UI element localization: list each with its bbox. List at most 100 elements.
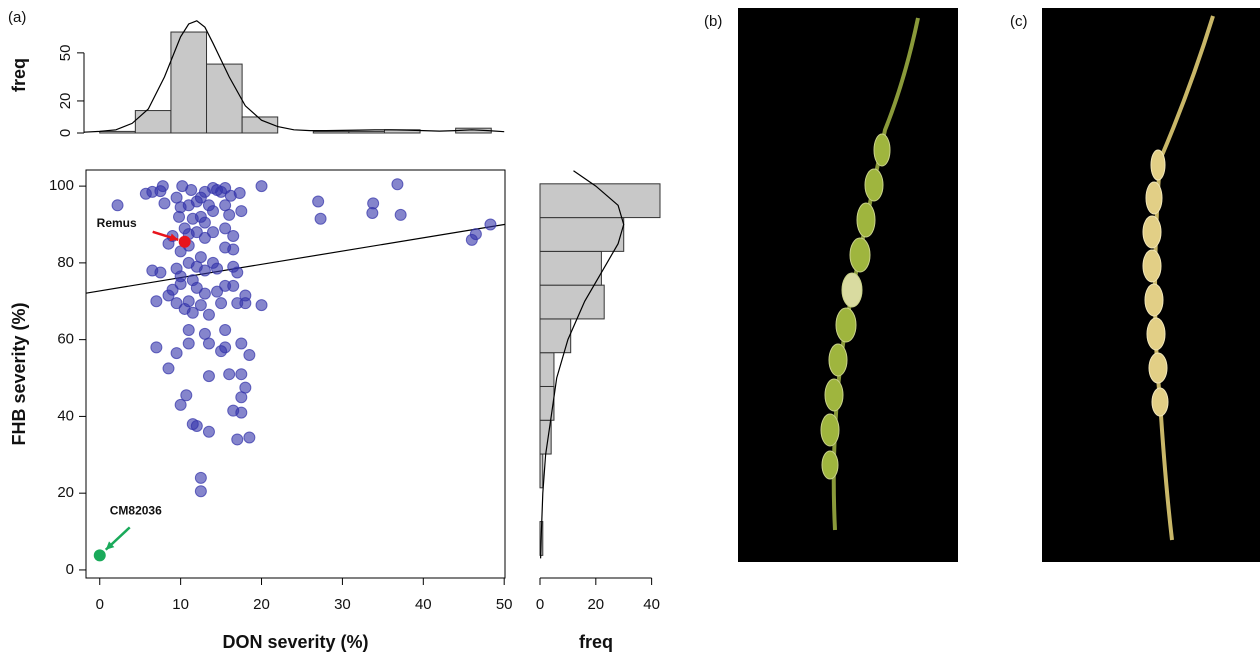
arrow-head — [169, 233, 179, 242]
photo-b — [738, 8, 958, 562]
y-tick-label: 0 — [57, 129, 74, 137]
point — [469, 228, 482, 241]
point — [235, 391, 248, 404]
point — [150, 341, 163, 354]
point — [190, 226, 203, 239]
point — [367, 197, 380, 210]
point — [202, 337, 215, 350]
fit-line — [85, 223, 506, 294]
x-tick-label: 0 — [96, 596, 104, 613]
hist-bar — [206, 63, 243, 134]
point — [162, 362, 175, 375]
point — [154, 266, 167, 279]
point — [227, 230, 240, 243]
point — [182, 337, 195, 350]
hist-bar — [99, 130, 136, 134]
point — [235, 337, 248, 350]
point — [227, 243, 240, 256]
x-tick-label: 0 — [536, 596, 544, 613]
point — [150, 295, 163, 308]
point — [215, 345, 228, 358]
annotation-label: Remus — [97, 216, 137, 230]
point — [185, 183, 198, 196]
point — [194, 299, 207, 312]
x-tick-label: 40 — [415, 596, 432, 613]
point — [170, 297, 183, 310]
point — [202, 308, 215, 321]
point — [194, 471, 207, 484]
y-tick-label: 50 — [57, 45, 74, 62]
x-tick-label: 10 — [172, 596, 189, 613]
point — [235, 368, 248, 381]
highlight-point — [93, 549, 106, 562]
point — [111, 199, 124, 212]
point — [162, 289, 175, 302]
point — [243, 431, 256, 444]
point — [180, 389, 193, 402]
y-tick-label: 80 — [57, 254, 74, 271]
point — [312, 195, 325, 208]
point — [215, 297, 228, 310]
hist-bar — [539, 183, 661, 219]
point — [394, 208, 407, 221]
point — [223, 368, 236, 381]
point — [484, 218, 497, 231]
point — [243, 349, 256, 362]
x-axis-label: DON severity (%) — [222, 632, 368, 652]
point — [182, 295, 195, 308]
point — [223, 208, 236, 221]
point — [190, 195, 203, 208]
point — [198, 216, 211, 229]
point — [255, 180, 268, 193]
x-tick-label: 20 — [253, 596, 270, 613]
y-axis-label: FHB severity (%) — [9, 302, 29, 445]
point — [190, 420, 203, 433]
density-curve — [540, 170, 625, 559]
point — [391, 178, 404, 191]
plot-frame — [85, 169, 506, 579]
panel-label: (c) — [1010, 13, 1028, 30]
point — [211, 262, 224, 275]
point — [174, 398, 187, 411]
point — [202, 370, 215, 383]
hist-bar — [241, 116, 279, 134]
point — [173, 210, 186, 223]
point — [198, 287, 211, 300]
point — [219, 222, 232, 235]
annotation-label: CM82036 — [110, 504, 162, 518]
y-tick-label: 40 — [57, 407, 74, 424]
x-tick-label: 50 — [496, 596, 513, 613]
arrow-head — [105, 541, 115, 550]
y-tick-label: 20 — [57, 93, 74, 110]
hist-bar — [539, 284, 605, 320]
y-tick-label: 100 — [49, 177, 74, 194]
density-curve — [83, 20, 505, 133]
point — [233, 187, 246, 200]
x-tick-label: 30 — [334, 596, 351, 613]
point — [239, 297, 252, 310]
point — [202, 425, 215, 438]
y-tick-label: 20 — [57, 484, 74, 501]
point — [219, 324, 232, 337]
point — [206, 226, 219, 239]
point — [235, 406, 248, 419]
point — [198, 264, 211, 277]
point — [235, 205, 248, 218]
point — [162, 237, 175, 250]
hist-bar — [539, 352, 555, 387]
hist-bar — [539, 217, 625, 252]
point — [255, 299, 268, 312]
point — [194, 485, 207, 498]
point — [211, 285, 224, 298]
photo-c — [1042, 8, 1260, 562]
panel-label: (a) — [8, 9, 26, 26]
y-axis-label: freq — [9, 58, 29, 92]
x-axis-label: freq — [579, 632, 613, 652]
panel-label: (b) — [704, 13, 722, 30]
hist-bar — [170, 31, 208, 134]
hist-bar — [539, 453, 544, 489]
point — [314, 212, 327, 225]
point — [154, 185, 167, 198]
